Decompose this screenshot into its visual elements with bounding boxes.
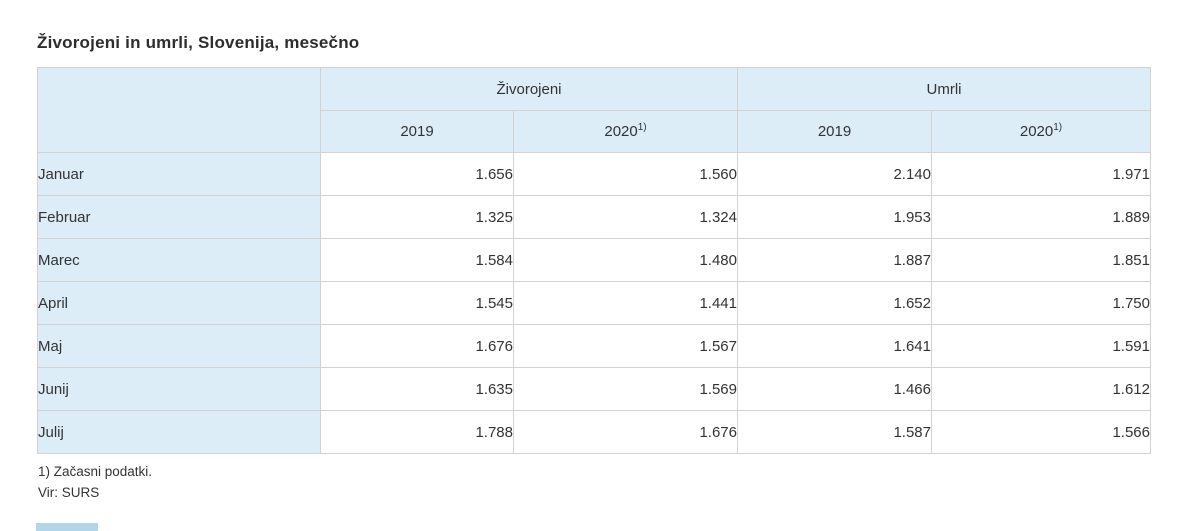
table-row: Junij 1.635 1.569 1.466 1.612 (37, 367, 1151, 411)
value-cell: 1.652 (737, 281, 932, 325)
value-cell: 1.953 (737, 195, 932, 239)
value-cell: 1.325 (320, 195, 514, 239)
partial-element-bottom (36, 523, 98, 531)
value-cell: 1.569 (513, 367, 738, 411)
year-label: 2020 (1019, 123, 1054, 140)
year-header-umrli-2019: 2019 (737, 110, 932, 153)
month-label: Januar (37, 152, 321, 196)
value-cell: 1.545 (320, 281, 514, 325)
year-header-zivorojeni-2019: 2019 (320, 110, 514, 153)
footnote-marker: 1) (637, 122, 647, 133)
col-group-zivorojeni: Živorojeni (320, 67, 738, 111)
month-label: April (37, 281, 321, 325)
year-header-umrli-2020: 20201) (931, 110, 1151, 153)
value-cell: 1.567 (513, 324, 738, 368)
source: Vir: SURS (38, 485, 100, 500)
value-cell: 1.466 (737, 367, 932, 411)
footnote-marker: 1) (1053, 122, 1063, 133)
value-cell: 1.851 (931, 238, 1151, 282)
year-header-zivorojeni-2020: 20201) (513, 110, 738, 153)
value-cell: 1.560 (513, 152, 738, 196)
value-cell: 1.480 (513, 238, 738, 282)
births-deaths-table: Živorojeni Umrli 2019 20201) 2019 20201)… (37, 67, 1151, 454)
col-group-umrli: Umrli (737, 67, 1151, 111)
month-label: Maj (37, 324, 321, 368)
group-header-row: Živorojeni Umrli (37, 67, 1151, 153)
value-cell: 1.676 (320, 324, 514, 368)
value-cell: 1.584 (320, 238, 514, 282)
value-cell: 1.324 (513, 195, 738, 239)
value-cell: 1.591 (931, 324, 1151, 368)
table-row: Julij 1.788 1.676 1.587 1.566 (37, 410, 1151, 454)
year-label: 2020 (604, 123, 638, 140)
value-cell: 1.566 (931, 410, 1151, 454)
value-cell: 1.656 (320, 152, 514, 196)
table-row: Februar 1.325 1.324 1.953 1.889 (37, 195, 1151, 239)
year-label: 2019 (817, 123, 852, 140)
corner-cell (37, 67, 321, 153)
value-cell: 1.612 (931, 367, 1151, 411)
value-cell: 1.788 (320, 410, 514, 454)
value-cell: 1.971 (931, 152, 1151, 196)
value-cell: 1.641 (737, 324, 932, 368)
year-label: 2019 (400, 123, 434, 140)
table-row: Januar 1.656 1.560 2.140 1.971 (37, 152, 1151, 196)
table-row: April 1.545 1.441 1.652 1.750 (37, 281, 1151, 325)
value-cell: 1.635 (320, 367, 514, 411)
table-row: Marec 1.584 1.480 1.887 1.851 (37, 238, 1151, 282)
table-row: Maj 1.676 1.567 1.641 1.591 (37, 324, 1151, 368)
footnote: 1) Začasni podatki. (38, 464, 153, 479)
page-title: Živorojeni in umrli, Slovenija, mesečno (37, 33, 360, 52)
value-cell: 1.750 (931, 281, 1151, 325)
month-label: Marec (37, 238, 321, 282)
table-notes: 1) Začasni podatki. Vir: SURS (38, 461, 152, 503)
value-cell: 2.140 (737, 152, 932, 196)
value-cell: 1.441 (513, 281, 738, 325)
month-label: Julij (37, 410, 321, 454)
value-cell: 1.889 (931, 195, 1151, 239)
year-header-row: 2019 20201) 2019 20201) (38, 110, 1151, 153)
month-label: Februar (37, 195, 321, 239)
value-cell: 1.887 (737, 238, 932, 282)
value-cell: 1.676 (513, 410, 738, 454)
month-label: Junij (37, 367, 321, 411)
value-cell: 1.587 (737, 410, 932, 454)
